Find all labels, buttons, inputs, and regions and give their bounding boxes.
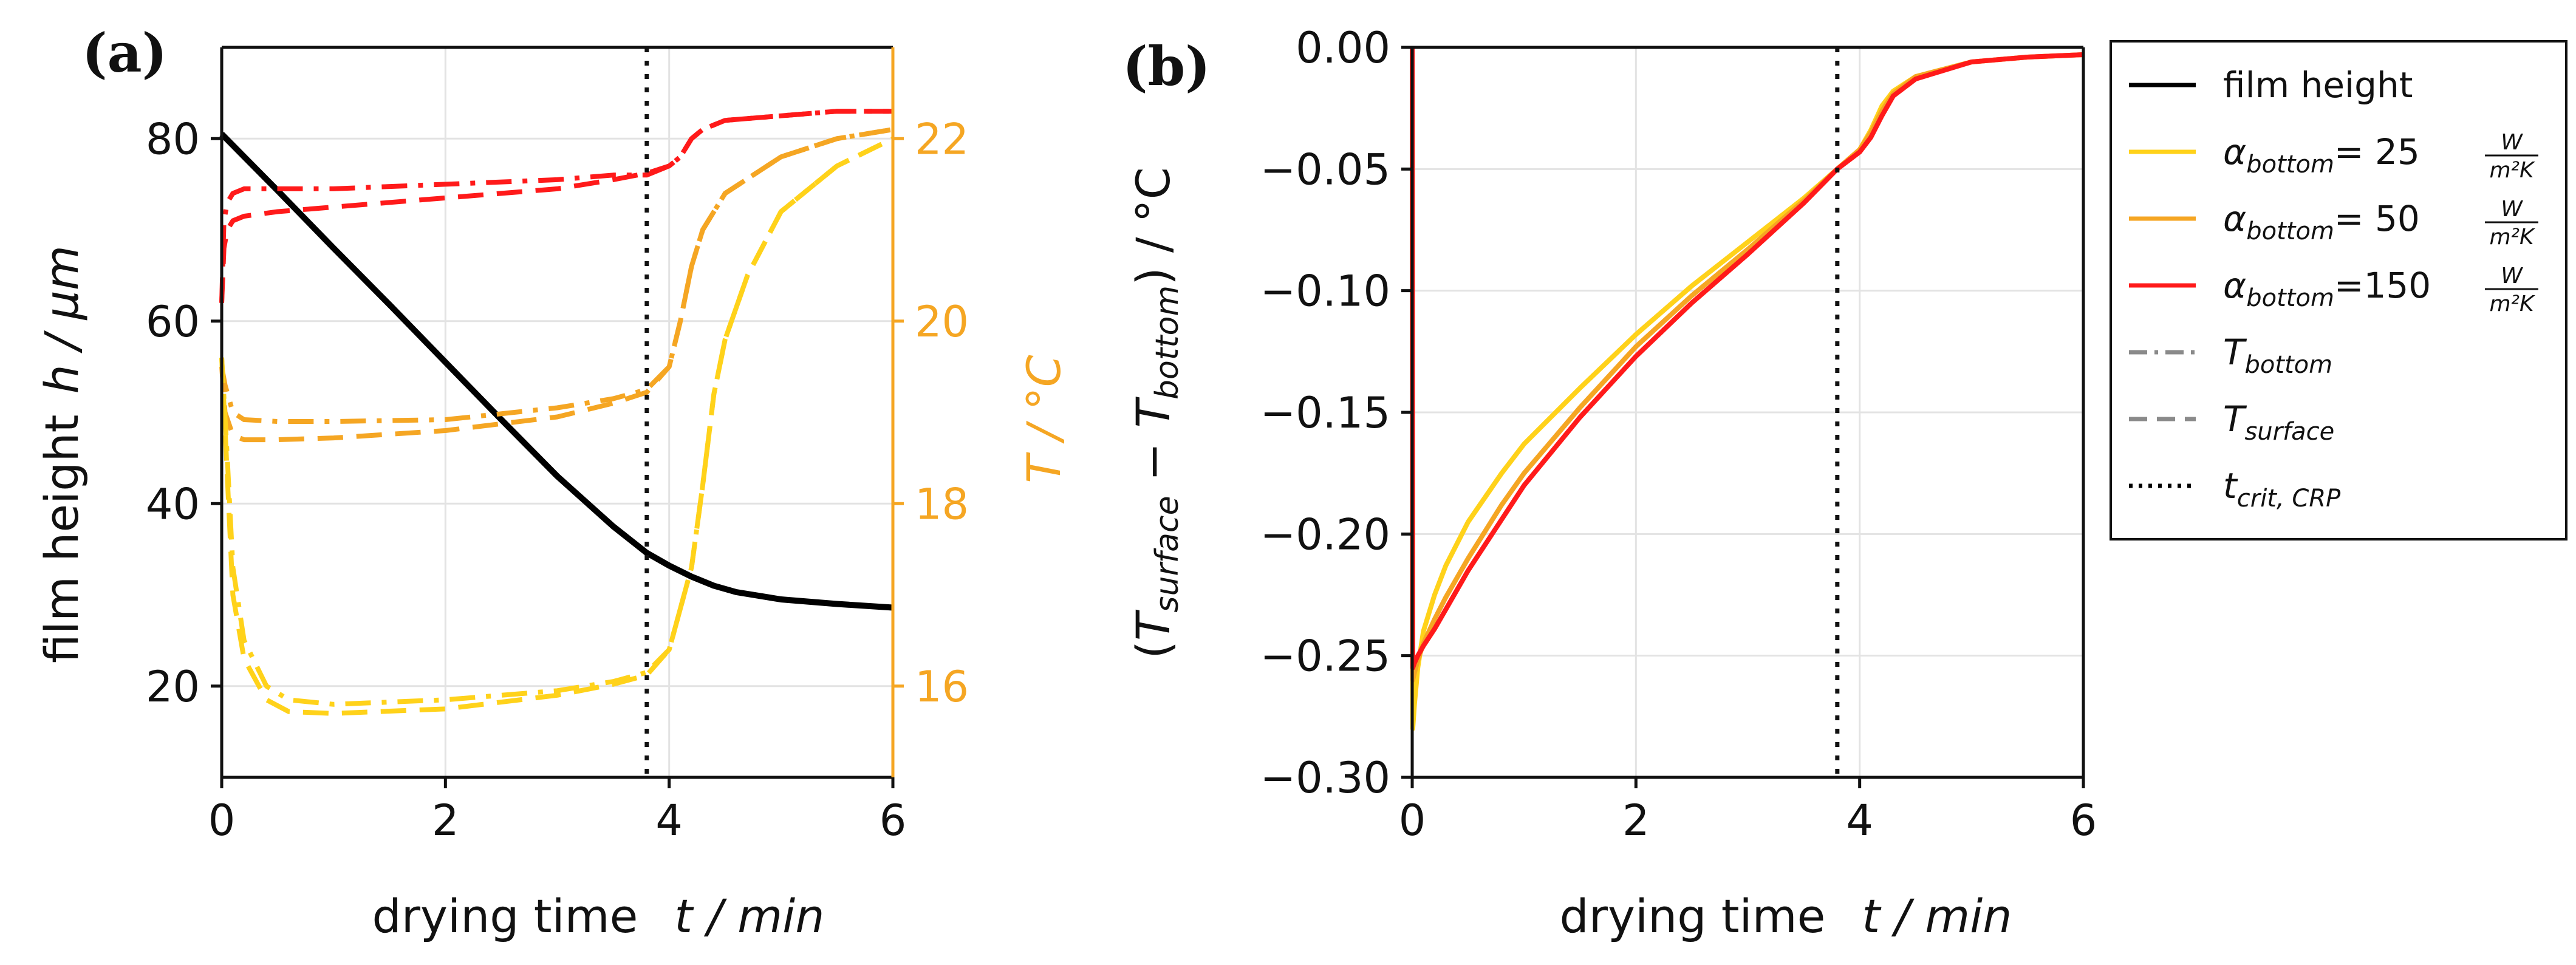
panel-a-xtick-label: 2: [432, 796, 459, 845]
panel-a-axes: [220, 46, 895, 779]
panel-a-ylabel-main: film height: [35, 415, 89, 663]
panel-b-label: (b): [1122, 35, 1211, 98]
panel-b: (b) 0 2 4 6 0.00 −0.05 −0.10 −0.15 −0.20 −0.25 −0.…: [1122, 23, 2097, 943]
panel-b-xtick-label: 4: [1846, 796, 1873, 845]
panel-a-xtick-label: 4: [655, 796, 683, 845]
panel-b-xlabel-main: drying time: [1560, 889, 1826, 943]
panel-a-series-line: [219, 109, 893, 303]
panel-a-xlabel: drying time t / min: [372, 889, 825, 943]
panel-b-ticks: 0 2 4 6 0.00 −0.05 −0.10 −0.15 −0.20 −0.25 −0.30: [1260, 23, 2097, 845]
legend-unit-num: W: [2501, 264, 2523, 288]
legend-unit-den: m²K: [2489, 292, 2535, 316]
panel-a-grid: [220, 47, 894, 777]
panel-b-xtick-label: 2: [1622, 796, 1650, 845]
panel-a-series-line: [219, 136, 894, 716]
panel-a-series-line: [219, 127, 893, 424]
panel-b-ytick-label: −0.10: [1260, 267, 1390, 316]
panel-a-series-line: [219, 109, 893, 303]
legend-unit-den: m²K: [2489, 225, 2535, 250]
panel-b-series-line: [1410, 47, 2084, 683]
panel-a-ylabel: film height h / µm: [35, 245, 89, 663]
panel-b-series-line: [1410, 47, 2084, 731]
panel-a-series-line: [219, 132, 893, 611]
panel-a-series-line: [219, 127, 893, 443]
panel-b-ytick-label: −0.05: [1260, 145, 1390, 194]
panel-b-ytick-label: −0.25: [1260, 632, 1390, 681]
panel-a-series: [219, 109, 894, 716]
panel-a-xtick-label: 0: [208, 796, 236, 845]
panel-a-ytick-right-label: 22: [915, 114, 969, 164]
panel-b-xtick-label: 0: [1399, 796, 1426, 845]
legend-label: Tsurface: [2223, 398, 2334, 446]
panel-b-ytick-label: −0.15: [1260, 388, 1390, 438]
panel-a-ytick-right-label: 18: [915, 479, 969, 529]
panel-b-series: [1410, 47, 2084, 731]
legend-label: αbottom=150: [2223, 265, 2431, 312]
legend-frame: [2110, 40, 2567, 540]
legend-unit-den: m²K: [2489, 158, 2535, 183]
panel-a-ytick-right-label: 16: [915, 662, 969, 712]
legend-label: αbottom= 50: [2223, 198, 2420, 245]
panel-a-ytick-label: 20: [146, 662, 200, 712]
panel-a-ytick-right-label: 20: [915, 297, 969, 347]
legend-unit-num: W: [2501, 197, 2523, 222]
panel-a-ticks: 0 2 4 6 20 40 60 80 16 18 20 22: [146, 114, 969, 845]
panel-a-ytick-label: 40: [146, 479, 200, 529]
panel-b-xlabel: drying time t / min: [1560, 889, 2012, 943]
legend-label: tcrit, CRP: [2223, 465, 2341, 513]
legend-label: Tbottom: [2223, 332, 2332, 379]
panel-a: (a) 0 2 4 6 20 40 60 80 16 18 20 22 film height h / …: [35, 21, 1071, 943]
panel-a-ylabel-var: h / µm: [35, 245, 89, 394]
panel-b-xlabel-var: t / min: [1862, 889, 2012, 943]
legend-label: film height: [2223, 64, 2413, 106]
panel-a-series-line: [219, 136, 894, 707]
panel-a-xtick-label: 6: [880, 796, 907, 845]
legend-unit-num: W: [2501, 130, 2523, 155]
panel-b-ytick-label: 0.00: [1296, 23, 1390, 73]
panel-b-ylabel: (Tsurface − Tbottom) / °C: [1126, 167, 1186, 658]
legend-label: αbottom= 25: [2223, 131, 2420, 179]
panel-a-ytick-label: 60: [146, 297, 200, 347]
panel-a-ylabel-right: T / °C: [1017, 355, 1071, 483]
panel-b-ytick-label: −0.30: [1260, 753, 1390, 803]
panel-b-ytick-label: −0.20: [1260, 510, 1390, 559]
panel-b-xtick-label: 6: [2070, 796, 2097, 845]
panel-b-grid: [1411, 46, 2085, 779]
panel-b-series-line: [1410, 47, 2084, 670]
panel-a-xlabel-var: t / min: [674, 889, 824, 943]
panel-a-ytick-label: 80: [146, 114, 200, 164]
panel-a-xlabel-main: drying time: [372, 889, 638, 943]
panel-a-label: (a): [82, 21, 167, 84]
